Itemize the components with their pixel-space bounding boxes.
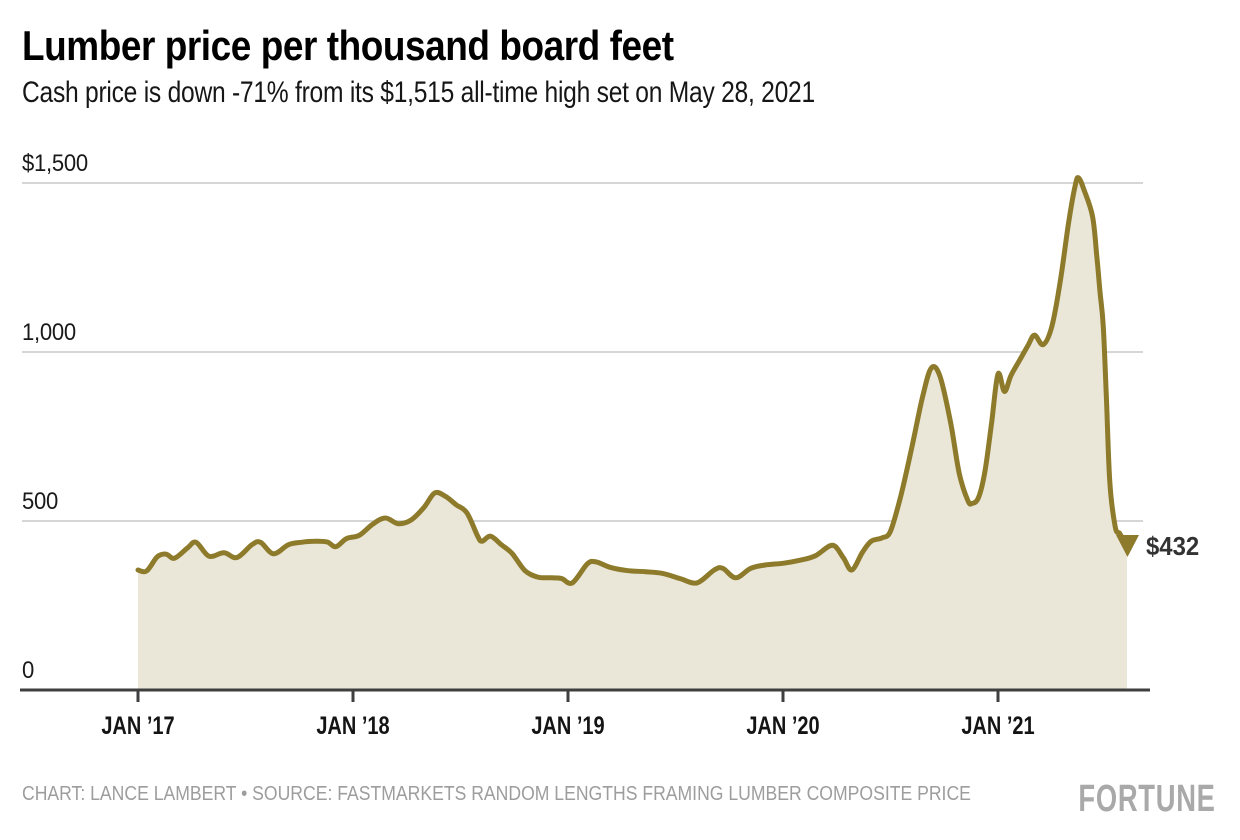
end-arrow-icon xyxy=(1116,534,1139,557)
current-price-label: $432 xyxy=(1146,531,1200,561)
x-axis-tick-label: JAN ’19 xyxy=(531,712,605,740)
page-title: Lumber price per thousand board feet xyxy=(22,22,674,69)
y-axis-tick-label: 0 xyxy=(22,657,35,684)
x-axis-tick-label: JAN ’18 xyxy=(316,712,390,740)
fortune-logo: FORTUNE xyxy=(1078,778,1216,820)
x-axis-tick-label: JAN ’21 xyxy=(961,712,1035,740)
y-axis-tick-label: $1,500 xyxy=(22,150,88,177)
y-axis-tick-label: 1,000 xyxy=(22,319,76,346)
price-area xyxy=(138,177,1127,690)
source-credit: CHART: LANCE LAMBERT • SOURCE: FASTMARKE… xyxy=(22,783,971,805)
price-line xyxy=(135,175,1130,586)
y-axis-tick-label: 500 xyxy=(22,488,59,515)
x-axis-tick-label: JAN ’17 xyxy=(101,712,175,740)
x-axis-tick-label: JAN ’20 xyxy=(746,712,820,740)
chart-subtitle: Cash price is down -71% from its $1,515 … xyxy=(22,76,815,109)
